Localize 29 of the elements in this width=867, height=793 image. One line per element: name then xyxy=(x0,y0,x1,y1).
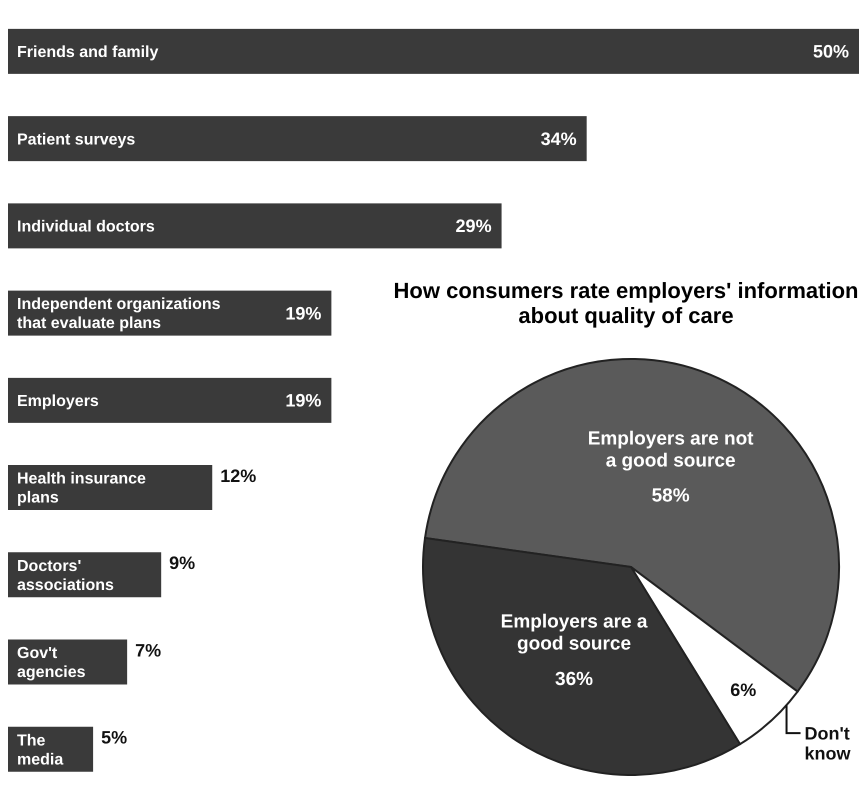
bar xyxy=(8,116,587,162)
data-label: 36% xyxy=(555,668,594,690)
bar xyxy=(8,28,859,74)
bar xyxy=(8,378,332,423)
chart-title: How consumers rate employers' information about quality of care xyxy=(392,278,860,330)
data-label: 58% xyxy=(652,486,690,507)
data-label: 50% xyxy=(812,42,849,62)
y-tick-label: Independent organizations that evaluate plans xyxy=(17,296,221,332)
data-label: 19% xyxy=(285,303,322,324)
y-tick-label: Friends and family xyxy=(17,44,158,62)
data-label: 34% xyxy=(540,128,577,149)
y-tick-label: The media xyxy=(17,732,64,768)
data-label: 29% xyxy=(456,216,492,236)
y-tick-label: Employers xyxy=(17,392,99,410)
slice-label: Don't know xyxy=(804,723,852,764)
slice-label: Employers are a good source xyxy=(500,612,648,655)
bar xyxy=(8,203,502,248)
y-tick-label: Individual doctors xyxy=(17,218,155,236)
data-label: 7% xyxy=(135,640,162,660)
y-tick-label: Doctors' associations xyxy=(17,558,114,594)
data-label: 6% xyxy=(730,680,756,700)
y-tick-label: Patient surveys xyxy=(17,131,136,148)
y-tick-label: Gov't agencies xyxy=(17,645,86,682)
data-label: 19% xyxy=(285,390,322,411)
data-label: 12% xyxy=(220,466,256,486)
data-label: 9% xyxy=(169,553,196,574)
data-label: 5% xyxy=(101,728,128,748)
slice-label: Employers are not a good source xyxy=(588,428,754,472)
y-tick-label: Health insurance plans xyxy=(17,470,146,507)
